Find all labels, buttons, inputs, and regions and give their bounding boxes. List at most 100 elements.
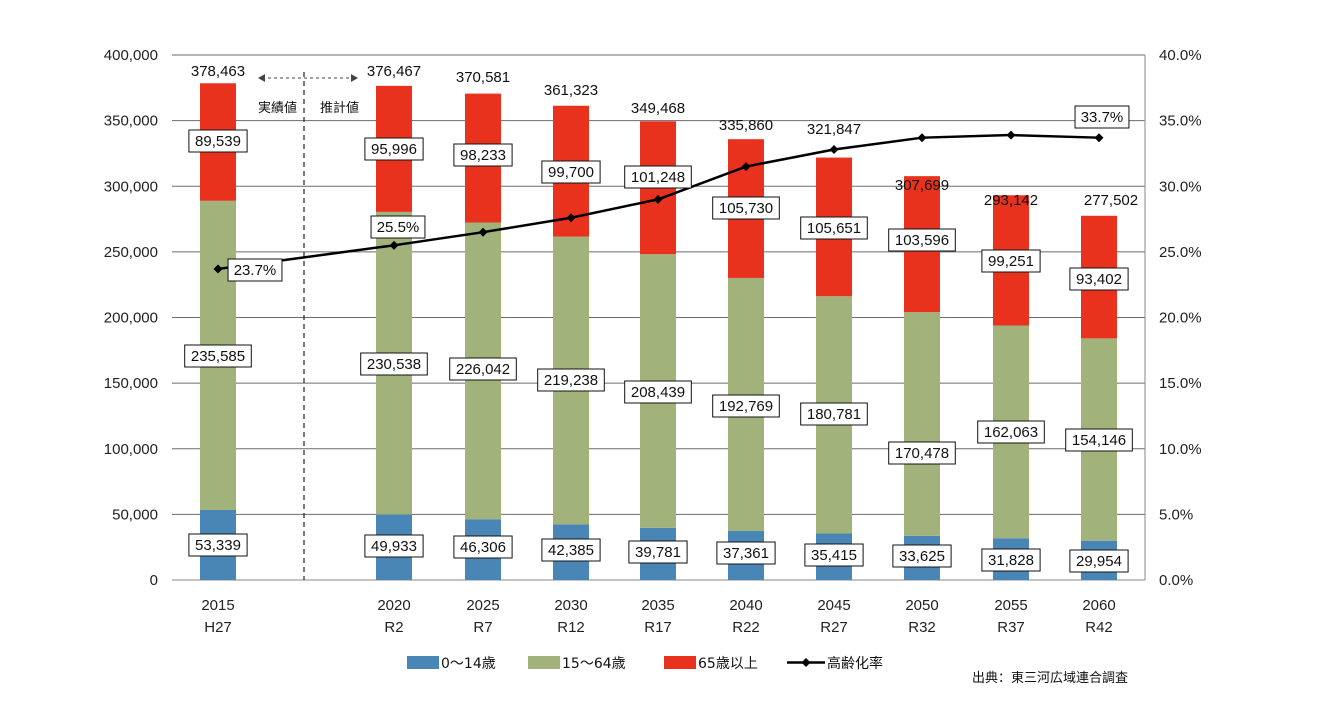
category-era: R42 bbox=[1085, 619, 1113, 636]
svg-text:53,339: 53,339 bbox=[195, 537, 241, 554]
category-year: 2020 bbox=[377, 597, 410, 614]
left-tick-label: 300,000 bbox=[104, 178, 158, 195]
category-era: R27 bbox=[820, 619, 848, 636]
total-label: 307,699 bbox=[895, 177, 949, 194]
svg-text:230,538: 230,538 bbox=[367, 356, 421, 373]
total-label: 335,860 bbox=[719, 117, 773, 134]
right-tick-label: 0.0% bbox=[1159, 572, 1193, 589]
svg-text:99,251: 99,251 bbox=[988, 253, 1034, 270]
data-labels: 53,339 235,585 89,539 49,933 230,538 95,996 46… bbox=[184, 63, 1138, 573]
svg-text:35,415: 35,415 bbox=[811, 547, 857, 564]
svg-text:208,439: 208,439 bbox=[631, 384, 685, 401]
category-era: R7 bbox=[473, 619, 492, 636]
svg-text:226,042: 226,042 bbox=[456, 361, 510, 378]
legend-label: 15〜64歳 bbox=[562, 656, 626, 672]
right-tick-label: 35.0% bbox=[1159, 113, 1202, 130]
svg-text:219,238: 219,238 bbox=[544, 372, 598, 389]
working-label: 230,538 bbox=[360, 352, 428, 376]
category-era: R32 bbox=[908, 619, 936, 636]
category-year: 2050 bbox=[905, 597, 938, 614]
category-year: 2030 bbox=[554, 597, 587, 614]
left-tick-label: 400,000 bbox=[104, 47, 158, 64]
elderly-label: 103,596 bbox=[888, 228, 956, 252]
legend: 0〜14歳 15〜64歳 65歳以上 高齢化率 bbox=[407, 655, 883, 672]
aging-rate-line bbox=[213, 130, 1104, 274]
total-label: 378,463 bbox=[191, 63, 245, 80]
category-labels: 2015 H27 2020 R2 2025 R7 2030 R12 2035 R17 2040 R22… bbox=[201, 597, 1115, 636]
left-tick-label: 200,000 bbox=[104, 310, 158, 327]
svg-text:49,933: 49,933 bbox=[371, 538, 417, 555]
legend-label: 高齢化率 bbox=[827, 655, 883, 672]
svg-text:98,233: 98,233 bbox=[460, 147, 506, 164]
young-label: 49,933 bbox=[364, 534, 424, 558]
working-label: 219,238 bbox=[537, 368, 605, 392]
right-tick-label: 5.0% bbox=[1159, 506, 1193, 523]
right-tick-label: 40.0% bbox=[1159, 47, 1202, 64]
category-year: 2060 bbox=[1082, 597, 1115, 614]
aging-rate-marker bbox=[213, 264, 223, 274]
elderly-label: 99,700 bbox=[541, 160, 601, 184]
total-label: 277,502 bbox=[1084, 192, 1138, 209]
category-era: R12 bbox=[557, 619, 585, 636]
legend-label: 0〜14歳 bbox=[441, 656, 496, 672]
svg-text:154,146: 154,146 bbox=[1072, 432, 1126, 449]
svg-text:46,306: 46,306 bbox=[460, 539, 506, 556]
bars bbox=[200, 83, 1117, 580]
legend-item: 15〜64歳 bbox=[528, 656, 626, 672]
legend-marker bbox=[801, 658, 811, 667]
young-label: 53,339 bbox=[188, 533, 248, 557]
left-tick-label: 250,000 bbox=[104, 244, 158, 261]
right-tick-label: 25.0% bbox=[1159, 244, 1202, 261]
category-era: R17 bbox=[644, 619, 672, 636]
aging-rate-marker bbox=[741, 162, 751, 172]
legend-item: 高齢化率 bbox=[787, 655, 883, 672]
svg-text:180,781: 180,781 bbox=[807, 406, 861, 423]
legend-label: 65歳以上 bbox=[698, 656, 758, 672]
young-label: 42,385 bbox=[541, 538, 601, 562]
total-label: 370,581 bbox=[456, 69, 510, 86]
category-era: R22 bbox=[732, 619, 760, 636]
aging-rate-marker bbox=[1094, 133, 1104, 143]
right-axis-ticks: 0.0% 5.0% 10.0% 15.0% 20.0% 25.0% 30.0% 35.0% 40… bbox=[1159, 47, 1202, 589]
svg-text:25.5%: 25.5% bbox=[377, 219, 420, 236]
left-axis-ticks: 0 50,000 100,000 150,000 200,000 250,000 300,0… bbox=[104, 47, 158, 589]
aging-rate-marker bbox=[1006, 130, 1016, 140]
svg-text:99,700: 99,700 bbox=[548, 164, 594, 181]
category-year: 2035 bbox=[641, 597, 674, 614]
aging-rate-marker bbox=[829, 145, 839, 154]
elderly-label: 98,233 bbox=[453, 143, 513, 167]
aging-rate-polyline bbox=[217, 133, 1100, 271]
right-tick-label: 30.0% bbox=[1159, 178, 1202, 195]
elderly-label: 105,651 bbox=[800, 216, 868, 240]
left-tick-label: 0 bbox=[150, 572, 158, 589]
aging-rate-label: 25.5% bbox=[370, 215, 426, 239]
young-label: 39,781 bbox=[628, 540, 688, 564]
svg-text:29,954: 29,954 bbox=[1076, 553, 1122, 570]
svg-text:162,063: 162,063 bbox=[984, 424, 1038, 441]
aging-rate-marker bbox=[653, 194, 663, 204]
left-tick-label: 100,000 bbox=[104, 441, 158, 458]
left-tick-label: 150,000 bbox=[104, 375, 158, 392]
elderly-label: 105,730 bbox=[712, 196, 780, 220]
svg-text:170,478: 170,478 bbox=[895, 445, 949, 462]
svg-text:93,402: 93,402 bbox=[1076, 271, 1122, 288]
elderly-label: 93,402 bbox=[1069, 267, 1129, 291]
legend-swatch bbox=[664, 656, 696, 669]
category-year: 2055 bbox=[994, 597, 1027, 614]
aging-rate-marker bbox=[389, 240, 399, 250]
aging-rate-marker bbox=[566, 213, 576, 223]
category-era: R37 bbox=[997, 619, 1025, 636]
svg-text:103,596: 103,596 bbox=[895, 232, 949, 249]
working-label: 162,063 bbox=[977, 420, 1045, 444]
svg-text:23.7%: 23.7% bbox=[234, 262, 277, 279]
category-year: 2045 bbox=[817, 597, 850, 614]
svg-text:42,385: 42,385 bbox=[548, 542, 594, 559]
total-label: 349,468 bbox=[631, 100, 685, 117]
svg-text:105,651: 105,651 bbox=[807, 220, 861, 237]
working-label: 208,439 bbox=[624, 380, 692, 404]
young-label: 35,415 bbox=[804, 543, 864, 567]
category-year: 2025 bbox=[466, 597, 499, 614]
legend-item: 65歳以上 bbox=[664, 656, 758, 672]
svg-text:101,248: 101,248 bbox=[631, 169, 685, 186]
